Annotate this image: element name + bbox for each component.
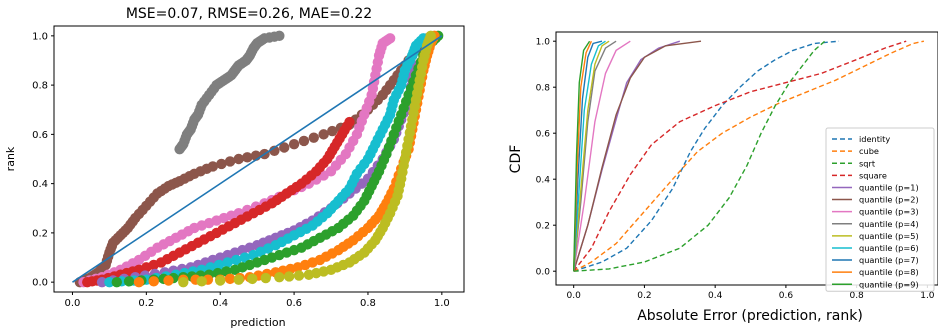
legend-label: quantile (p=5) (859, 231, 919, 241)
scatter-point (288, 139, 300, 150)
left-x-tick-label: 0.8 (360, 298, 376, 309)
scatter-point (178, 276, 189, 288)
cdf-line-quantile-p-2 (573, 40, 702, 272)
left-x-axis-label: prediction (230, 316, 285, 329)
scatter-point (269, 145, 280, 156)
left-x-tick-label: 0.2 (138, 298, 154, 309)
left-plot-frame (53, 25, 465, 293)
right-cdf-chart: Absolute Error (prediction, rank) CDF 0.… (508, 31, 938, 324)
scatter-point (425, 30, 436, 42)
left-y-tick-label: 0.0 (32, 278, 48, 289)
scatter-point (260, 272, 271, 284)
scatter-point (283, 271, 295, 282)
right-x-tick-label: 0.4 (708, 291, 723, 301)
scatter-point (242, 152, 253, 163)
right-x-tick-label: 0.6 (779, 291, 794, 301)
scatter-point (133, 276, 145, 288)
scatter-point (123, 276, 135, 287)
scatter-point (207, 161, 219, 172)
identity-reference-line (72, 35, 443, 283)
cdf-line-sqrt (573, 40, 826, 272)
legend-label: sqrt (859, 158, 876, 168)
scatter-point (274, 30, 285, 42)
scatter-point (327, 125, 338, 137)
scatter-point (293, 270, 305, 281)
scatter-point (298, 135, 310, 147)
scatter-point (96, 276, 108, 288)
legend: identity cube sqrt square quantile (p=1) quan… (825, 127, 935, 292)
right-x-axis-label: Absolute Error (prediction, rank) (637, 308, 863, 324)
scatter-point (308, 132, 319, 143)
left-y-tick-label: 0.8 (32, 81, 48, 92)
right-plot-frame (555, 31, 938, 286)
cdf-line-quantile-p-3 (573, 40, 631, 272)
legend-label: quantile (p=1) (859, 182, 919, 192)
scatter-point (224, 156, 236, 167)
scatter-point (344, 116, 355, 128)
scatter-point (216, 158, 227, 170)
cdf-line-cube (573, 40, 925, 272)
right-y-tick-label: 0.6 (536, 129, 551, 139)
legend-box (825, 127, 935, 292)
right-x-tick-label: 0.2 (637, 291, 651, 301)
left-y-tick-label: 0.6 (32, 130, 48, 141)
left-y-tick-label: 0.2 (32, 228, 48, 239)
right-x-tick-label: 0.8 (849, 291, 864, 301)
left-y-axis-label: rank (4, 146, 17, 171)
scatter-point (111, 276, 122, 288)
legend-label: quantile (p=8) (859, 267, 919, 277)
scatter-point (274, 272, 285, 283)
scatter-point (196, 276, 207, 287)
cdf-line-quantile-p-9 (573, 40, 591, 272)
legend-label: identity (859, 134, 890, 144)
legend-label: quantile (p=9) (859, 279, 919, 289)
scatter-point (213, 259, 225, 271)
scatter-point (384, 33, 396, 44)
right-y-tick-label: 0.0 (536, 267, 551, 277)
cdf-line-quantile-p-5 (573, 40, 610, 272)
cdf-line-quantile-p-7 (573, 40, 603, 272)
right-y-axis-label: CDF (508, 145, 524, 174)
scatter-point (224, 273, 236, 285)
left-x-tick-label: 0.6 (286, 298, 302, 309)
scatter-point (239, 252, 251, 263)
left-x-tick-label: 0.4 (212, 298, 228, 309)
left-scatter-chart: MSE=0.07, RMSE=0.26, MAE=0.22 prediction… (4, 6, 465, 329)
left-y-tick-label: 1.0 (32, 31, 48, 42)
legend-label: square (859, 170, 887, 180)
right-x-tick-label: 0.0 (567, 291, 582, 301)
legend-label: quantile (p=3) (859, 207, 919, 217)
scatter-point (148, 276, 159, 287)
cdf-line-quantile-p-4 (573, 40, 617, 272)
scatter-point (163, 275, 174, 286)
cdf-line-identity (573, 40, 840, 272)
left-x-tick-label: 0.0 (65, 298, 81, 309)
right-y-tick-label: 0.8 (536, 83, 551, 93)
scatter-point (222, 257, 233, 268)
legend-label: quantile (p=4) (859, 219, 919, 229)
left-chart-title: MSE=0.07, RMSE=0.26, MAE=0.22 (126, 6, 372, 22)
right-y-tick-label: 1.0 (536, 37, 551, 47)
scatter-point (231, 254, 242, 266)
right-y-tick-label: 0.4 (536, 175, 551, 185)
legend-label: quantile (p=7) (859, 255, 919, 265)
cdf-line-quantile-p-6 (573, 40, 606, 272)
scatter-point (233, 274, 244, 285)
legend-label: quantile (p=6) (859, 243, 919, 253)
legend-label: quantile (p=2) (859, 195, 919, 205)
legend-label: cube (859, 146, 879, 156)
right-y-tick-label: 0.2 (536, 221, 550, 231)
cdf-line-square (573, 40, 907, 272)
scatter-point (104, 276, 115, 288)
scatter-point (247, 273, 258, 285)
scatter-point (318, 129, 329, 140)
left-x-tick-label: 1.0 (434, 298, 450, 309)
left-y-tick-label: 0.4 (32, 179, 48, 190)
scatter-point (279, 142, 290, 153)
right-x-tick-label: 1.0 (920, 291, 935, 301)
scatter-point (233, 153, 244, 165)
scatter-point (215, 275, 226, 286)
